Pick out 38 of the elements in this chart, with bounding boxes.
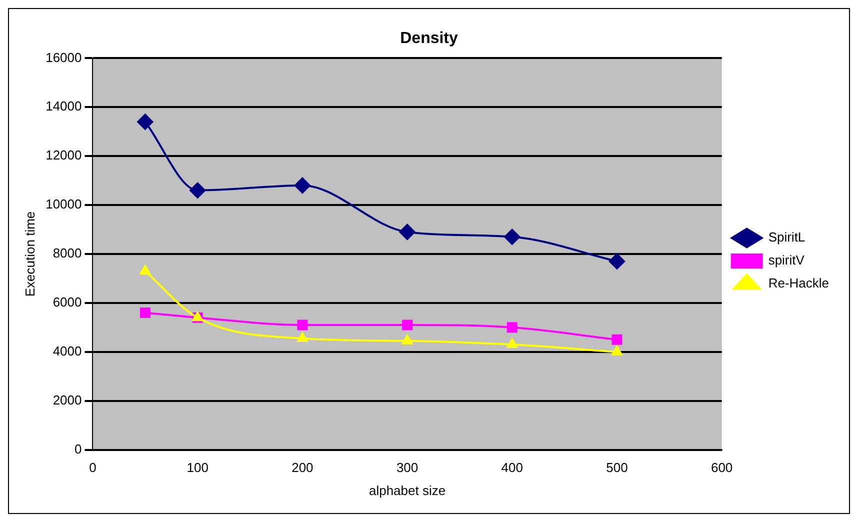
point	[506, 338, 518, 348]
y-tick-label: 16000	[46, 50, 82, 65]
chart-title: Density	[400, 30, 458, 48]
point	[297, 320, 308, 330]
x-tick-label: 500	[606, 460, 628, 476]
point	[137, 114, 154, 130]
point	[297, 332, 308, 342]
y-axis-title: Execution time	[22, 211, 38, 297]
x-tick-label: 400	[501, 460, 523, 476]
y-tick-label: 14000	[46, 98, 82, 114]
legend-label: spiritV	[768, 252, 805, 268]
legend-label: SpiritL	[768, 230, 806, 245]
point	[612, 334, 622, 345]
point	[402, 334, 413, 344]
y-tick-label: 2000	[52, 392, 82, 408]
x-tick-label: 200	[292, 460, 314, 476]
point	[506, 322, 518, 333]
point	[608, 253, 625, 270]
x-axis-title: alphabet size	[368, 482, 446, 498]
point	[294, 177, 310, 194]
point	[402, 320, 413, 330]
x-tick-label: 600	[710, 460, 733, 476]
y-tick-label: 6000	[52, 294, 82, 310]
point	[190, 182, 206, 198]
x-tick-label: 0	[89, 460, 96, 476]
point	[504, 228, 520, 245]
legend-label: Re-Hackle	[768, 276, 830, 291]
point	[399, 224, 416, 240]
x-tick-label: 300	[396, 460, 418, 476]
point	[140, 265, 150, 275]
y-tick-label: 0	[74, 441, 82, 456]
y-tick-label: 8000	[52, 246, 82, 261]
point	[140, 308, 150, 318]
y-tick-label: 12000	[46, 148, 82, 163]
point	[612, 346, 622, 356]
y-tick-label: 4000	[52, 343, 82, 358]
y-tick-label: 10000	[46, 196, 82, 212]
x-tick-label: 100	[186, 460, 208, 476]
